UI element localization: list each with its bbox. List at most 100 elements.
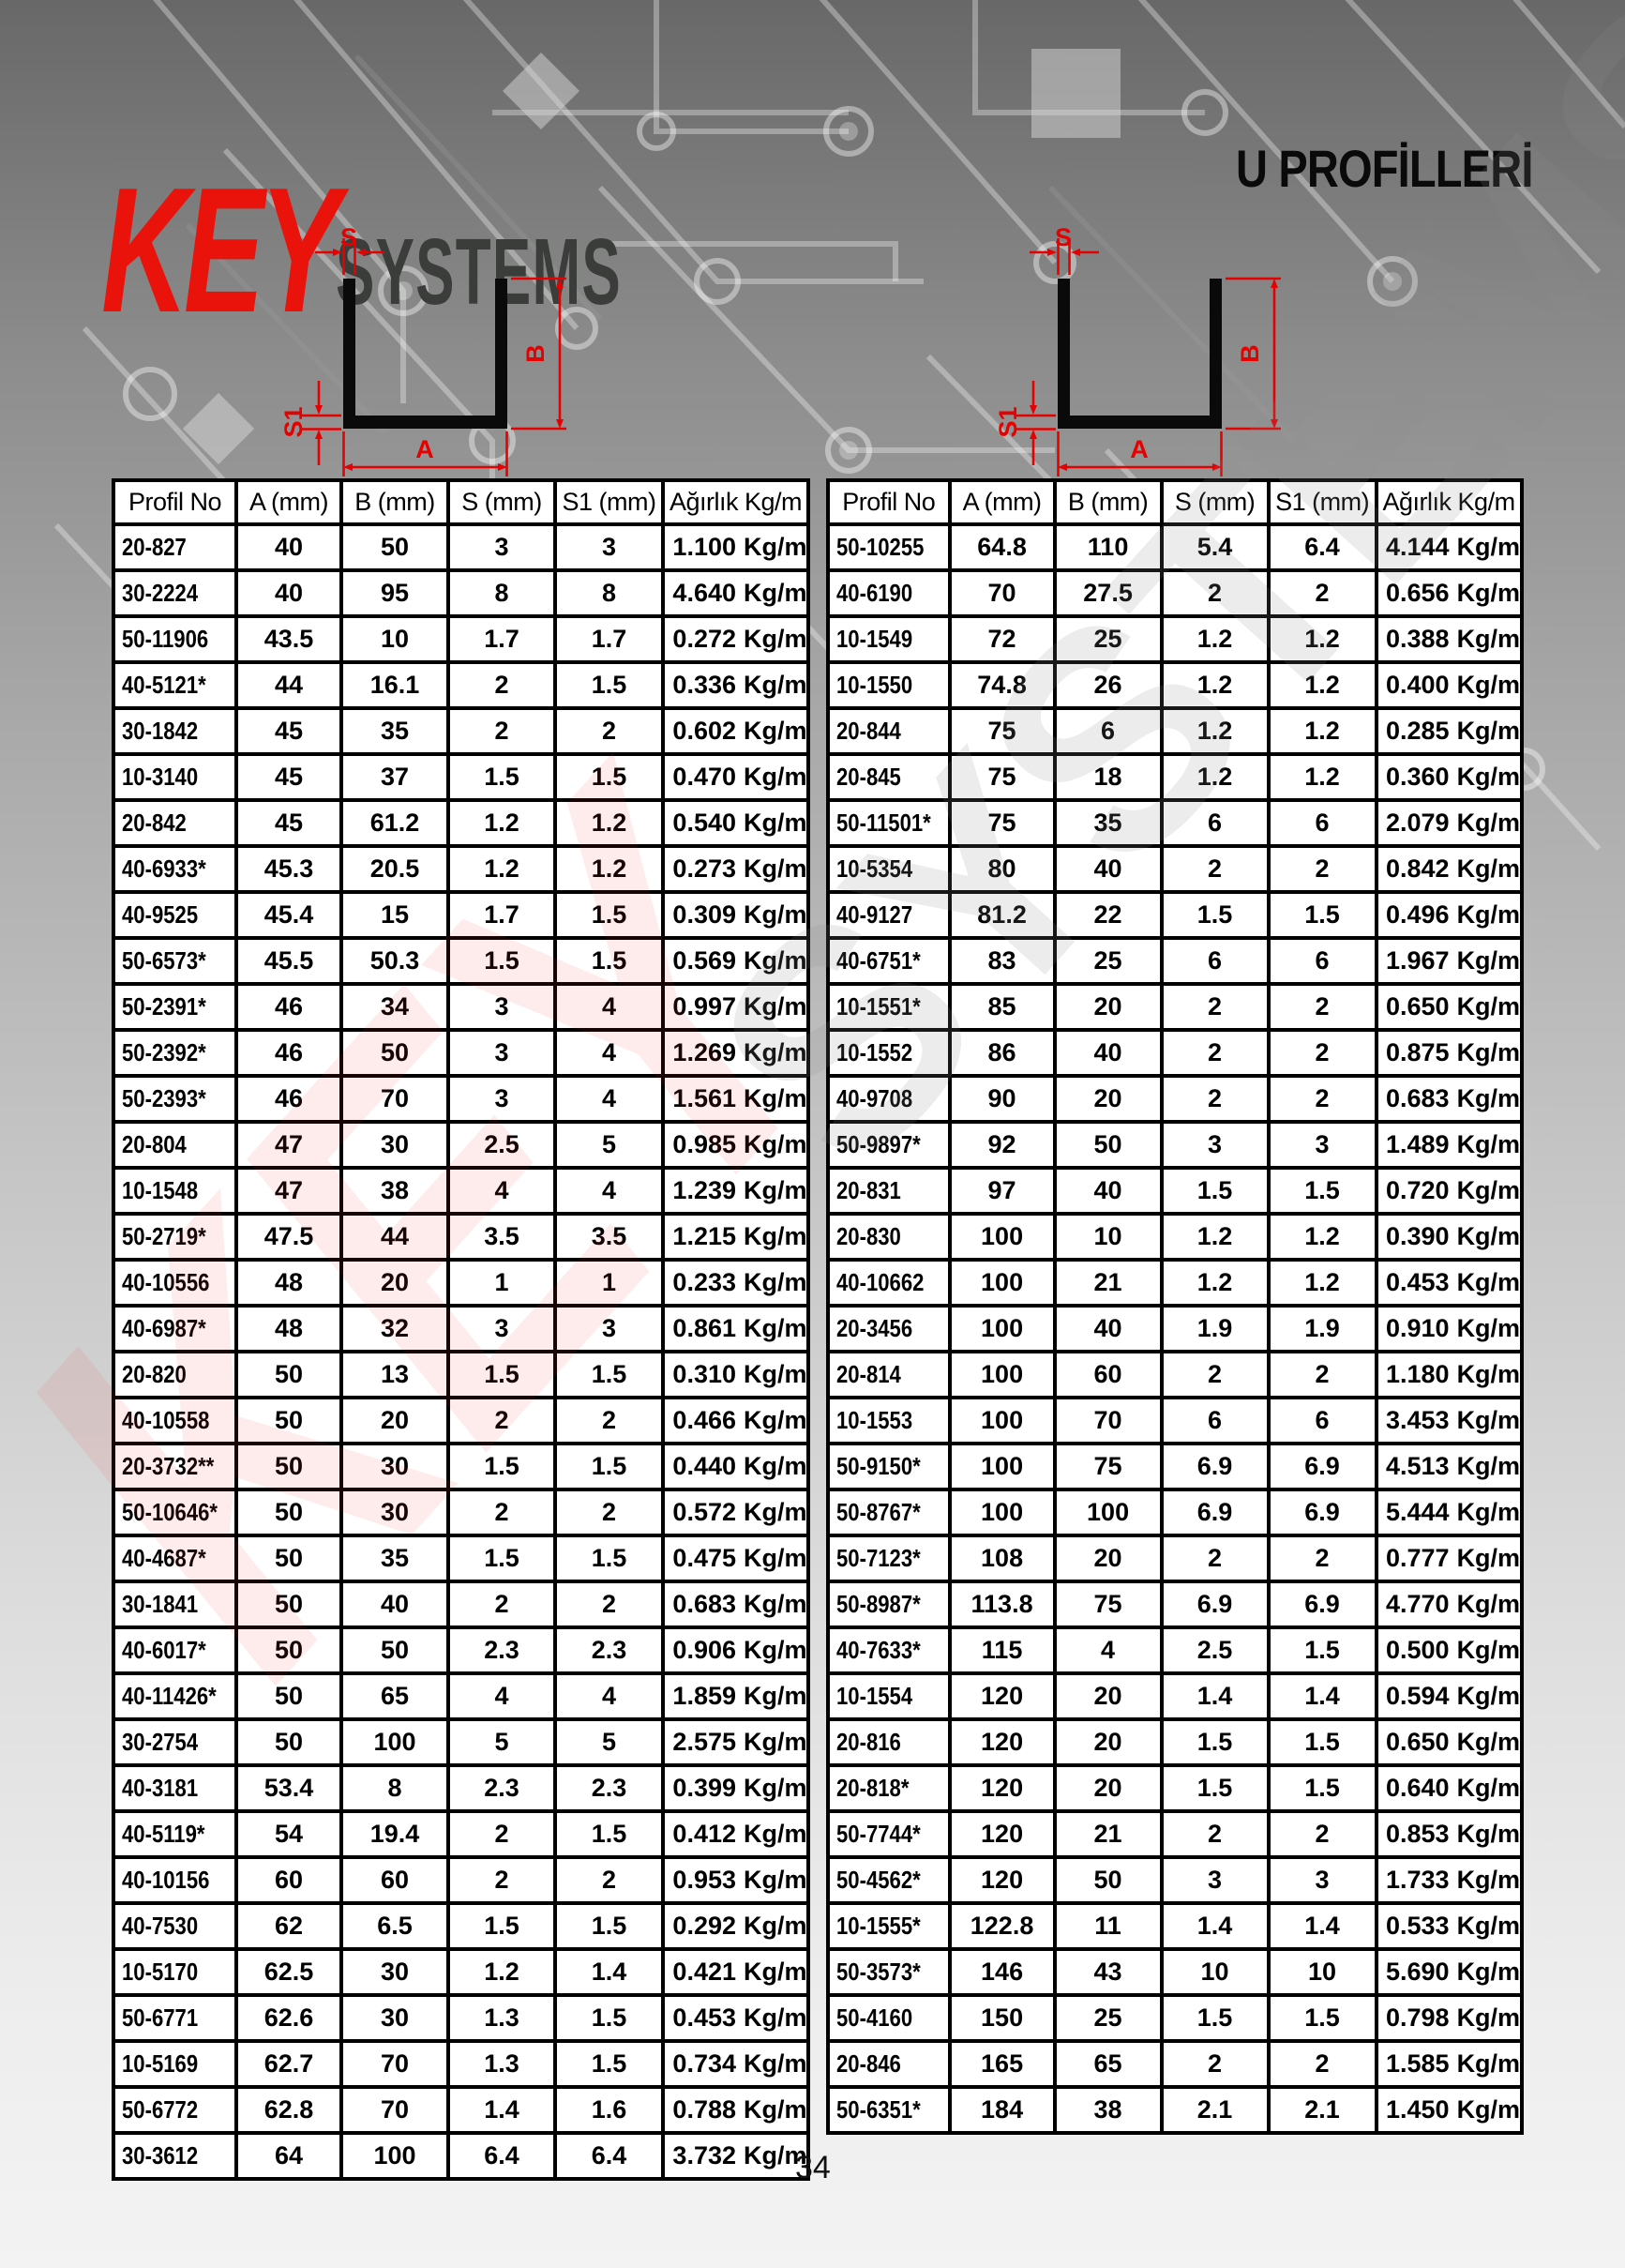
s1-mm-cell: 6.9 bbox=[1266, 1442, 1378, 1491]
s1-mm-cell: 6 bbox=[1266, 1396, 1378, 1445]
profil-no-cell: 50-4160 bbox=[826, 1993, 952, 2043]
b-mm-cell: 40 bbox=[339, 1580, 450, 1629]
table-row: 40-10556 48 20 1 1 0.233 Kg/m bbox=[112, 1258, 810, 1308]
s-mm-cell: 1.5 bbox=[1159, 1993, 1271, 2043]
weight-value: 0.640 bbox=[1385, 1774, 1450, 1802]
b-mm-cell: 4 bbox=[1052, 1625, 1164, 1675]
profil-no-cell: 20-3456 bbox=[826, 1304, 952, 1353]
s1-mm-cell: 10 bbox=[1266, 1947, 1378, 1997]
s-mm-cell: 6.9 bbox=[1159, 1488, 1271, 1537]
table-row: 50-8987* 113.8 75 6.9 6.9 4.770 Kg/m bbox=[826, 1580, 1524, 1629]
b-mm-cell: 20 bbox=[339, 1258, 450, 1308]
weight-value: 0.273 bbox=[672, 854, 736, 883]
column-header: S1 (mm) bbox=[553, 478, 665, 526]
profil-no-cell: 40-6017* bbox=[112, 1625, 238, 1675]
profil-no-cell: 40-9708 bbox=[826, 1074, 952, 1124]
a-mm-cell: 97 bbox=[947, 1166, 1057, 1216]
weight-cell: 1.269 Kg/m bbox=[661, 1028, 810, 1078]
a-mm-cell: 120 bbox=[947, 1763, 1057, 1813]
b-mm-cell: 75 bbox=[1052, 1442, 1164, 1491]
weight-value: 0.292 bbox=[672, 1912, 736, 1940]
b-mm-cell: 8 bbox=[339, 1763, 450, 1813]
s-mm-cell: 2 bbox=[446, 706, 557, 756]
s1-mm-cell: 1.4 bbox=[553, 1947, 665, 1997]
weight-value: 0.310 bbox=[672, 1360, 736, 1388]
weight-value: 0.602 bbox=[672, 717, 736, 745]
s1-mm-cell: 5 bbox=[553, 1717, 665, 1767]
profil-no-cell: 40-4687* bbox=[112, 1534, 238, 1583]
table-row: 20-846 165 65 2 2 1.585 Kg/m bbox=[826, 2039, 1524, 2089]
profil-no-cell: 10-1549 bbox=[826, 614, 952, 664]
a-mm-cell: 83 bbox=[947, 936, 1057, 986]
page-number: 34 bbox=[795, 2150, 831, 2185]
weight-cell: 0.440 Kg/m bbox=[661, 1442, 810, 1491]
weight-value: 0.997 bbox=[672, 992, 736, 1021]
b-mm-cell: 15 bbox=[339, 890, 450, 940]
weight-cell: 0.309 Kg/m bbox=[661, 890, 810, 940]
a-mm-cell: 62 bbox=[234, 1901, 343, 1951]
weight-unit: Kg/m bbox=[1456, 1314, 1521, 1342]
weight-value: 0.788 bbox=[672, 2095, 736, 2124]
weight-unit: Kg/m bbox=[744, 2141, 807, 2170]
weight-unit: Kg/m bbox=[1456, 533, 1521, 561]
s1-mm-cell: 2 bbox=[553, 706, 665, 756]
table-row: 40-11426* 50 65 4 4 1.859 Kg/m bbox=[112, 1671, 810, 1721]
weight-cell: 0.292 Kg/m bbox=[661, 1901, 810, 1951]
s-mm-cell: 2 bbox=[1159, 1809, 1271, 1859]
weight-value: 0.650 bbox=[1385, 1728, 1450, 1756]
weight-value: 2.575 bbox=[672, 1728, 736, 1756]
weight-unit: Kg/m bbox=[744, 1544, 807, 1572]
table-row: 50-2392* 46 50 3 4 1.269 Kg/m bbox=[112, 1028, 810, 1078]
profil-no-cell: 40-6987* bbox=[112, 1304, 238, 1353]
weight-value: 1.967 bbox=[1385, 946, 1450, 975]
s1-mm-cell: 2 bbox=[1266, 1809, 1378, 1859]
s1-mm-cell: 2 bbox=[1266, 1028, 1378, 1078]
table-row: 10-1550 74.8 26 1.2 1.2 0.400 Kg/m bbox=[826, 660, 1524, 710]
profil-no-cell: 50-11906 bbox=[112, 614, 238, 664]
s-mm-cell: 5 bbox=[446, 1717, 557, 1767]
a-mm-cell: 47 bbox=[234, 1166, 343, 1216]
profil-no-cell: 50-6772 bbox=[112, 2085, 238, 2135]
s-mm-cell: 2 bbox=[446, 660, 557, 710]
weight-unit: Kg/m bbox=[1456, 1406, 1521, 1434]
profil-no-cell: 20-845 bbox=[826, 752, 952, 802]
s-mm-cell: 6 bbox=[1159, 1396, 1271, 1445]
a-mm-cell: 46 bbox=[234, 982, 343, 1032]
weight-cell: 5.444 Kg/m bbox=[1374, 1488, 1524, 1537]
s-mm-cell: 1.9 bbox=[1159, 1304, 1271, 1353]
weight-cell: 4.640 Kg/m bbox=[661, 568, 810, 618]
s1-mm-cell: 6 bbox=[1266, 798, 1378, 848]
a-mm-cell: 90 bbox=[947, 1074, 1057, 1124]
profil-no-cell: 20-818* bbox=[826, 1763, 952, 1813]
weight-value: 0.540 bbox=[672, 809, 736, 837]
s1-mm-cell: 1.5 bbox=[553, 1350, 665, 1399]
weight-value: 3.732 bbox=[672, 2141, 736, 2170]
b-mm-cell: 70 bbox=[339, 1074, 450, 1124]
column-header: Profil No bbox=[826, 478, 952, 526]
table-row: 10-1548 47 38 4 4 1.239 Kg/m bbox=[112, 1166, 810, 1216]
table-row: 50-10255 64.8 110 5.4 6.4 4.144 Kg/m bbox=[826, 522, 1524, 572]
s1-mm-cell: 1.6 bbox=[553, 2085, 665, 2135]
column-header: S (mm) bbox=[1159, 478, 1271, 526]
table-row: 10-3140 45 37 1.5 1.5 0.470 Kg/m bbox=[112, 752, 810, 802]
table-row: 50-6573* 45.5 50.3 1.5 1.5 0.569 Kg/m bbox=[112, 936, 810, 986]
weight-cell: 1.561 Kg/m bbox=[661, 1074, 810, 1124]
weight-value: 4.640 bbox=[672, 579, 736, 607]
weight-value: 0.572 bbox=[672, 1498, 736, 1526]
weight-value: 0.594 bbox=[1385, 1682, 1450, 1710]
a-mm-cell: 62.8 bbox=[234, 2085, 343, 2135]
profil-no-cell: 50-7123* bbox=[826, 1534, 952, 1583]
s1-mm-cell: 2 bbox=[553, 1396, 665, 1445]
weight-value: 1.239 bbox=[672, 1176, 736, 1204]
s1-mm-cell: 2 bbox=[553, 1580, 665, 1629]
s1-mm-cell: 3 bbox=[1266, 1855, 1378, 1905]
s-mm-cell: 2 bbox=[1159, 1350, 1271, 1399]
weight-cell: 0.360 Kg/m bbox=[1374, 752, 1524, 802]
weight-cell: 0.399 Kg/m bbox=[661, 1763, 810, 1813]
weight-unit: Kg/m bbox=[744, 1176, 807, 1204]
u-profile-diagram-right: S B S1 A bbox=[998, 223, 1281, 476]
profil-no-cell: 50-9150* bbox=[826, 1442, 952, 1491]
weight-cell: 0.906 Kg/m bbox=[661, 1625, 810, 1675]
weight-value: 0.683 bbox=[1385, 1084, 1450, 1112]
b-mm-cell: 44 bbox=[339, 1212, 450, 1262]
